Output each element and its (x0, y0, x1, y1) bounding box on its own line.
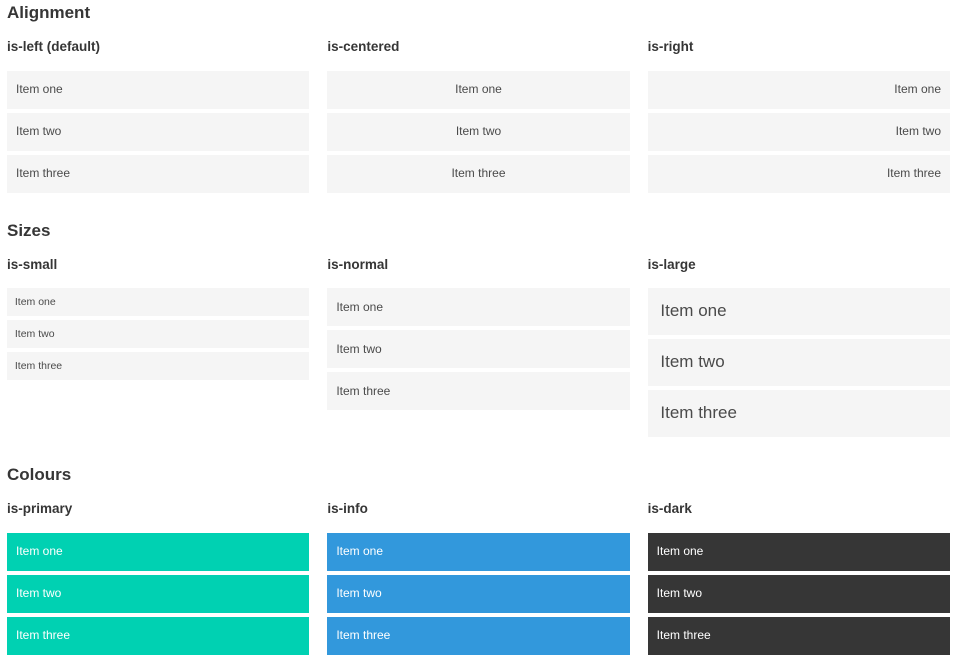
section-title-alignment: Alignment (7, 3, 91, 22)
list-item[interactable]: Item two (327, 574, 630, 613)
column-label-is-info: is-info (327, 501, 368, 516)
list-item[interactable]: Item one (647, 532, 950, 571)
section-title-colours: Colours (7, 465, 72, 484)
section-alignment: Alignment is-left (default) Item one Ite… (7, 4, 950, 197)
list-item[interactable]: Item one (647, 288, 950, 335)
list-item[interactable]: Item two (7, 574, 310, 613)
list-item[interactable]: Item three (327, 616, 630, 655)
colours-columns: is-primary Item one Item two Item three … (7, 483, 950, 659)
list-item[interactable]: Item two (7, 320, 310, 348)
list-item[interactable]: Item one (7, 532, 310, 571)
column-label-is-small: is-small (7, 256, 58, 272)
demo-column-is-info: is-info Item one Item two Item three (327, 483, 630, 659)
list-item[interactable]: Item three (647, 616, 950, 655)
list-item[interactable]: Item one (327, 288, 630, 326)
item-list: Item one Item two Item three (647, 70, 950, 193)
column-label-is-centered: is-centered (327, 39, 400, 54)
item-list: Item one Item two Item three (647, 532, 950, 655)
list-item[interactable]: Item one (7, 288, 310, 316)
column-label-is-dark: is-dark (647, 501, 692, 516)
demo-column-is-large: is-large Item one Item two Item three (647, 239, 950, 442)
column-label-is-normal: is-normal (327, 256, 389, 272)
item-list: Item one Item two Item three (7, 70, 310, 193)
list-item[interactable]: Item two (327, 330, 630, 368)
list-item[interactable]: Item two (647, 574, 950, 613)
item-list: Item one Item two Item three (327, 532, 630, 655)
list-item[interactable]: Item two (647, 339, 950, 386)
item-list: Item one Item two Item three (7, 288, 310, 380)
list-item[interactable]: Item two (327, 112, 630, 151)
column-label-is-primary: is-primary (7, 501, 73, 516)
section-sizes: Sizes is-small Item one Item two Item th… (7, 222, 950, 442)
sizes-columns: is-small Item one Item two Item three is… (7, 239, 950, 442)
list-item[interactable]: Item three (327, 372, 630, 410)
item-list: Item one Item two Item three (327, 70, 630, 193)
list-item[interactable]: Item one (327, 70, 630, 109)
list-item[interactable]: Item three (647, 154, 950, 193)
alignment-columns: is-left (default) Item one Item two Item… (7, 21, 950, 197)
column-label-is-left: is-left (default) (7, 39, 100, 54)
demo-column-is-normal: is-normal Item one Item two Item three (327, 239, 630, 415)
list-item[interactable]: Item one (7, 70, 310, 109)
list-item[interactable]: Item one (647, 70, 950, 109)
item-list: Item one Item two Item three (327, 288, 630, 410)
demo-column-is-small: is-small Item one Item two Item three (7, 239, 310, 385)
demo-column-is-centered: is-centered Item one Item two Item three (327, 21, 630, 197)
item-list: Item one Item two Item three (647, 288, 950, 437)
section-title-sizes: Sizes (7, 220, 51, 240)
list-item[interactable]: Item three (7, 154, 310, 193)
list-item[interactable]: Item three (647, 390, 950, 437)
column-label-is-large: is-large (647, 256, 696, 272)
demo-column-is-dark: is-dark Item one Item two Item three (647, 483, 950, 659)
list-item[interactable]: Item three (327, 154, 630, 193)
item-list: Item one Item two Item three (7, 532, 310, 655)
list-item[interactable]: Item three (7, 616, 310, 655)
demo-column-is-right: is-right Item one Item two Item three (647, 21, 950, 197)
demo-column-is-primary: is-primary Item one Item two Item three (7, 483, 310, 659)
demo-column-is-left: is-left (default) Item one Item two Item… (7, 21, 310, 197)
section-colours: Colours is-primary Item one Item two Ite… (7, 466, 950, 659)
list-item[interactable]: Item one (327, 532, 630, 571)
list-item[interactable]: Item two (647, 112, 950, 151)
column-label-is-right: is-right (647, 39, 694, 54)
list-item[interactable]: Item three (7, 352, 310, 380)
list-item[interactable]: Item two (7, 112, 310, 151)
